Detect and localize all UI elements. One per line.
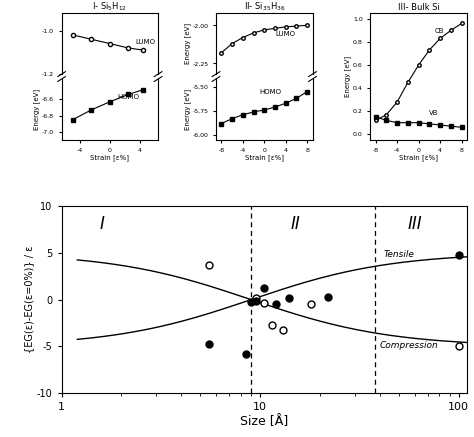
Text: II: II: [290, 215, 300, 233]
Title: III- Bulk Si: III- Bulk Si: [398, 3, 439, 12]
X-axis label: Strain [ε%]: Strain [ε%]: [91, 154, 129, 161]
Text: I: I: [100, 215, 105, 233]
X-axis label: Size [Å]: Size [Å]: [240, 415, 288, 428]
Y-axis label: Energy [eV]: Energy [eV]: [345, 56, 352, 97]
Text: HOMO: HOMO: [117, 94, 139, 100]
Text: Tensile: Tensile: [384, 250, 415, 260]
Text: III: III: [407, 215, 422, 233]
Y-axis label: {EG(ε)-EG(ε=0%)} / ε: {EG(ε)-EG(ε=0%)} / ε: [24, 246, 34, 354]
Y-axis label: Energy [eV]: Energy [eV]: [184, 23, 191, 64]
Text: CB: CB: [435, 28, 444, 34]
Title: II- Si$_{35}$H$_{36}$: II- Si$_{35}$H$_{36}$: [244, 0, 285, 13]
Text: VB: VB: [429, 110, 439, 116]
Y-axis label: Energy [eV]: Energy [eV]: [34, 89, 40, 130]
Text: LUMO: LUMO: [136, 38, 156, 45]
X-axis label: Strain [ε%]: Strain [ε%]: [399, 154, 438, 161]
X-axis label: Strain [ε%]: Strain [ε%]: [245, 154, 284, 161]
Text: HOMO: HOMO: [259, 90, 281, 96]
Text: Compression: Compression: [380, 341, 438, 350]
Text: LUMO: LUMO: [275, 31, 295, 37]
Title: I- Si$_5$H$_{12}$: I- Si$_5$H$_{12}$: [92, 0, 128, 13]
Y-axis label: Energy [eV]: Energy [eV]: [184, 89, 191, 130]
